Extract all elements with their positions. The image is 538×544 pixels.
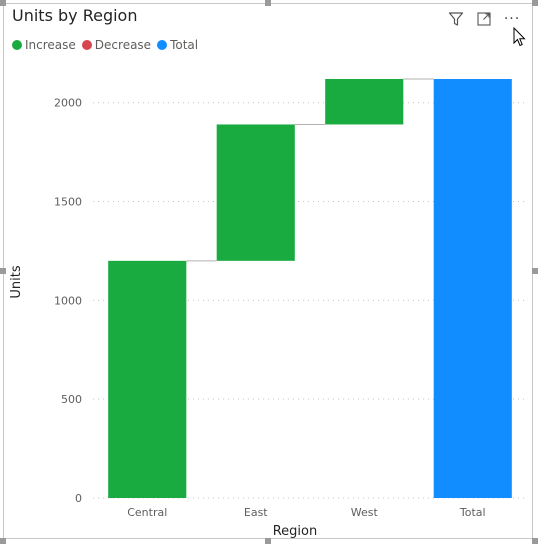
focus-mode-icon (477, 12, 491, 26)
y-tick-label: 1500 (54, 196, 82, 209)
focus-mode-button[interactable] (474, 10, 494, 28)
legend-label-decrease: Decrease (94, 38, 152, 52)
y-tick-label: 0 (75, 492, 82, 505)
more-options-button[interactable]: ··· (502, 10, 522, 28)
x-tick-label-total: Total (459, 506, 486, 519)
bar-west (325, 79, 404, 125)
bar-total (433, 79, 512, 498)
y-tick-label: 500 (61, 393, 82, 406)
x-tick-label-central: Central (127, 506, 167, 519)
resize-handle-bottom[interactable] (265, 538, 271, 544)
legend-label-total: Total (170, 38, 199, 52)
y-tick-label: 1000 (54, 294, 82, 307)
legend-item-increase[interactable]: Increase (12, 38, 76, 52)
y-tick-label: 2000 (54, 97, 82, 110)
filter-icon (448, 12, 464, 26)
resize-handle-top-left[interactable] (0, 0, 6, 6)
resize-handle-top[interactable] (265, 0, 271, 6)
legend-swatch-increase (12, 40, 22, 50)
x-axis-title: Region (273, 524, 318, 539)
x-tick-label-west: West (351, 506, 379, 519)
legend-label-increase: Increase (25, 38, 76, 52)
bar-east (216, 124, 295, 261)
resize-handle-top-right[interactable] (532, 0, 538, 6)
visual-header-toolbar: ··· (438, 10, 522, 28)
chart-title: Units by Region (12, 6, 138, 25)
y-axis-title: Units (9, 265, 24, 298)
filter-button[interactable] (446, 10, 466, 28)
legend-item-total[interactable]: Total (157, 38, 198, 52)
legend-swatch-decrease (81, 40, 92, 50)
bar-central (108, 260, 187, 498)
resize-handle-right[interactable] (532, 268, 538, 274)
resize-handle-left[interactable] (0, 268, 6, 274)
resize-handle-bottom-left[interactable] (0, 538, 6, 544)
legend: Increase Decrease Total (12, 37, 204, 53)
legend-swatch-total (157, 40, 168, 50)
more-options-icon: ··· (503, 11, 521, 27)
mouse-cursor-icon (513, 27, 526, 47)
legend-item-decrease[interactable]: Decrease (81, 38, 152, 52)
resize-handle-bottom-right[interactable] (532, 538, 538, 544)
x-tick-label-east: East (244, 506, 268, 519)
